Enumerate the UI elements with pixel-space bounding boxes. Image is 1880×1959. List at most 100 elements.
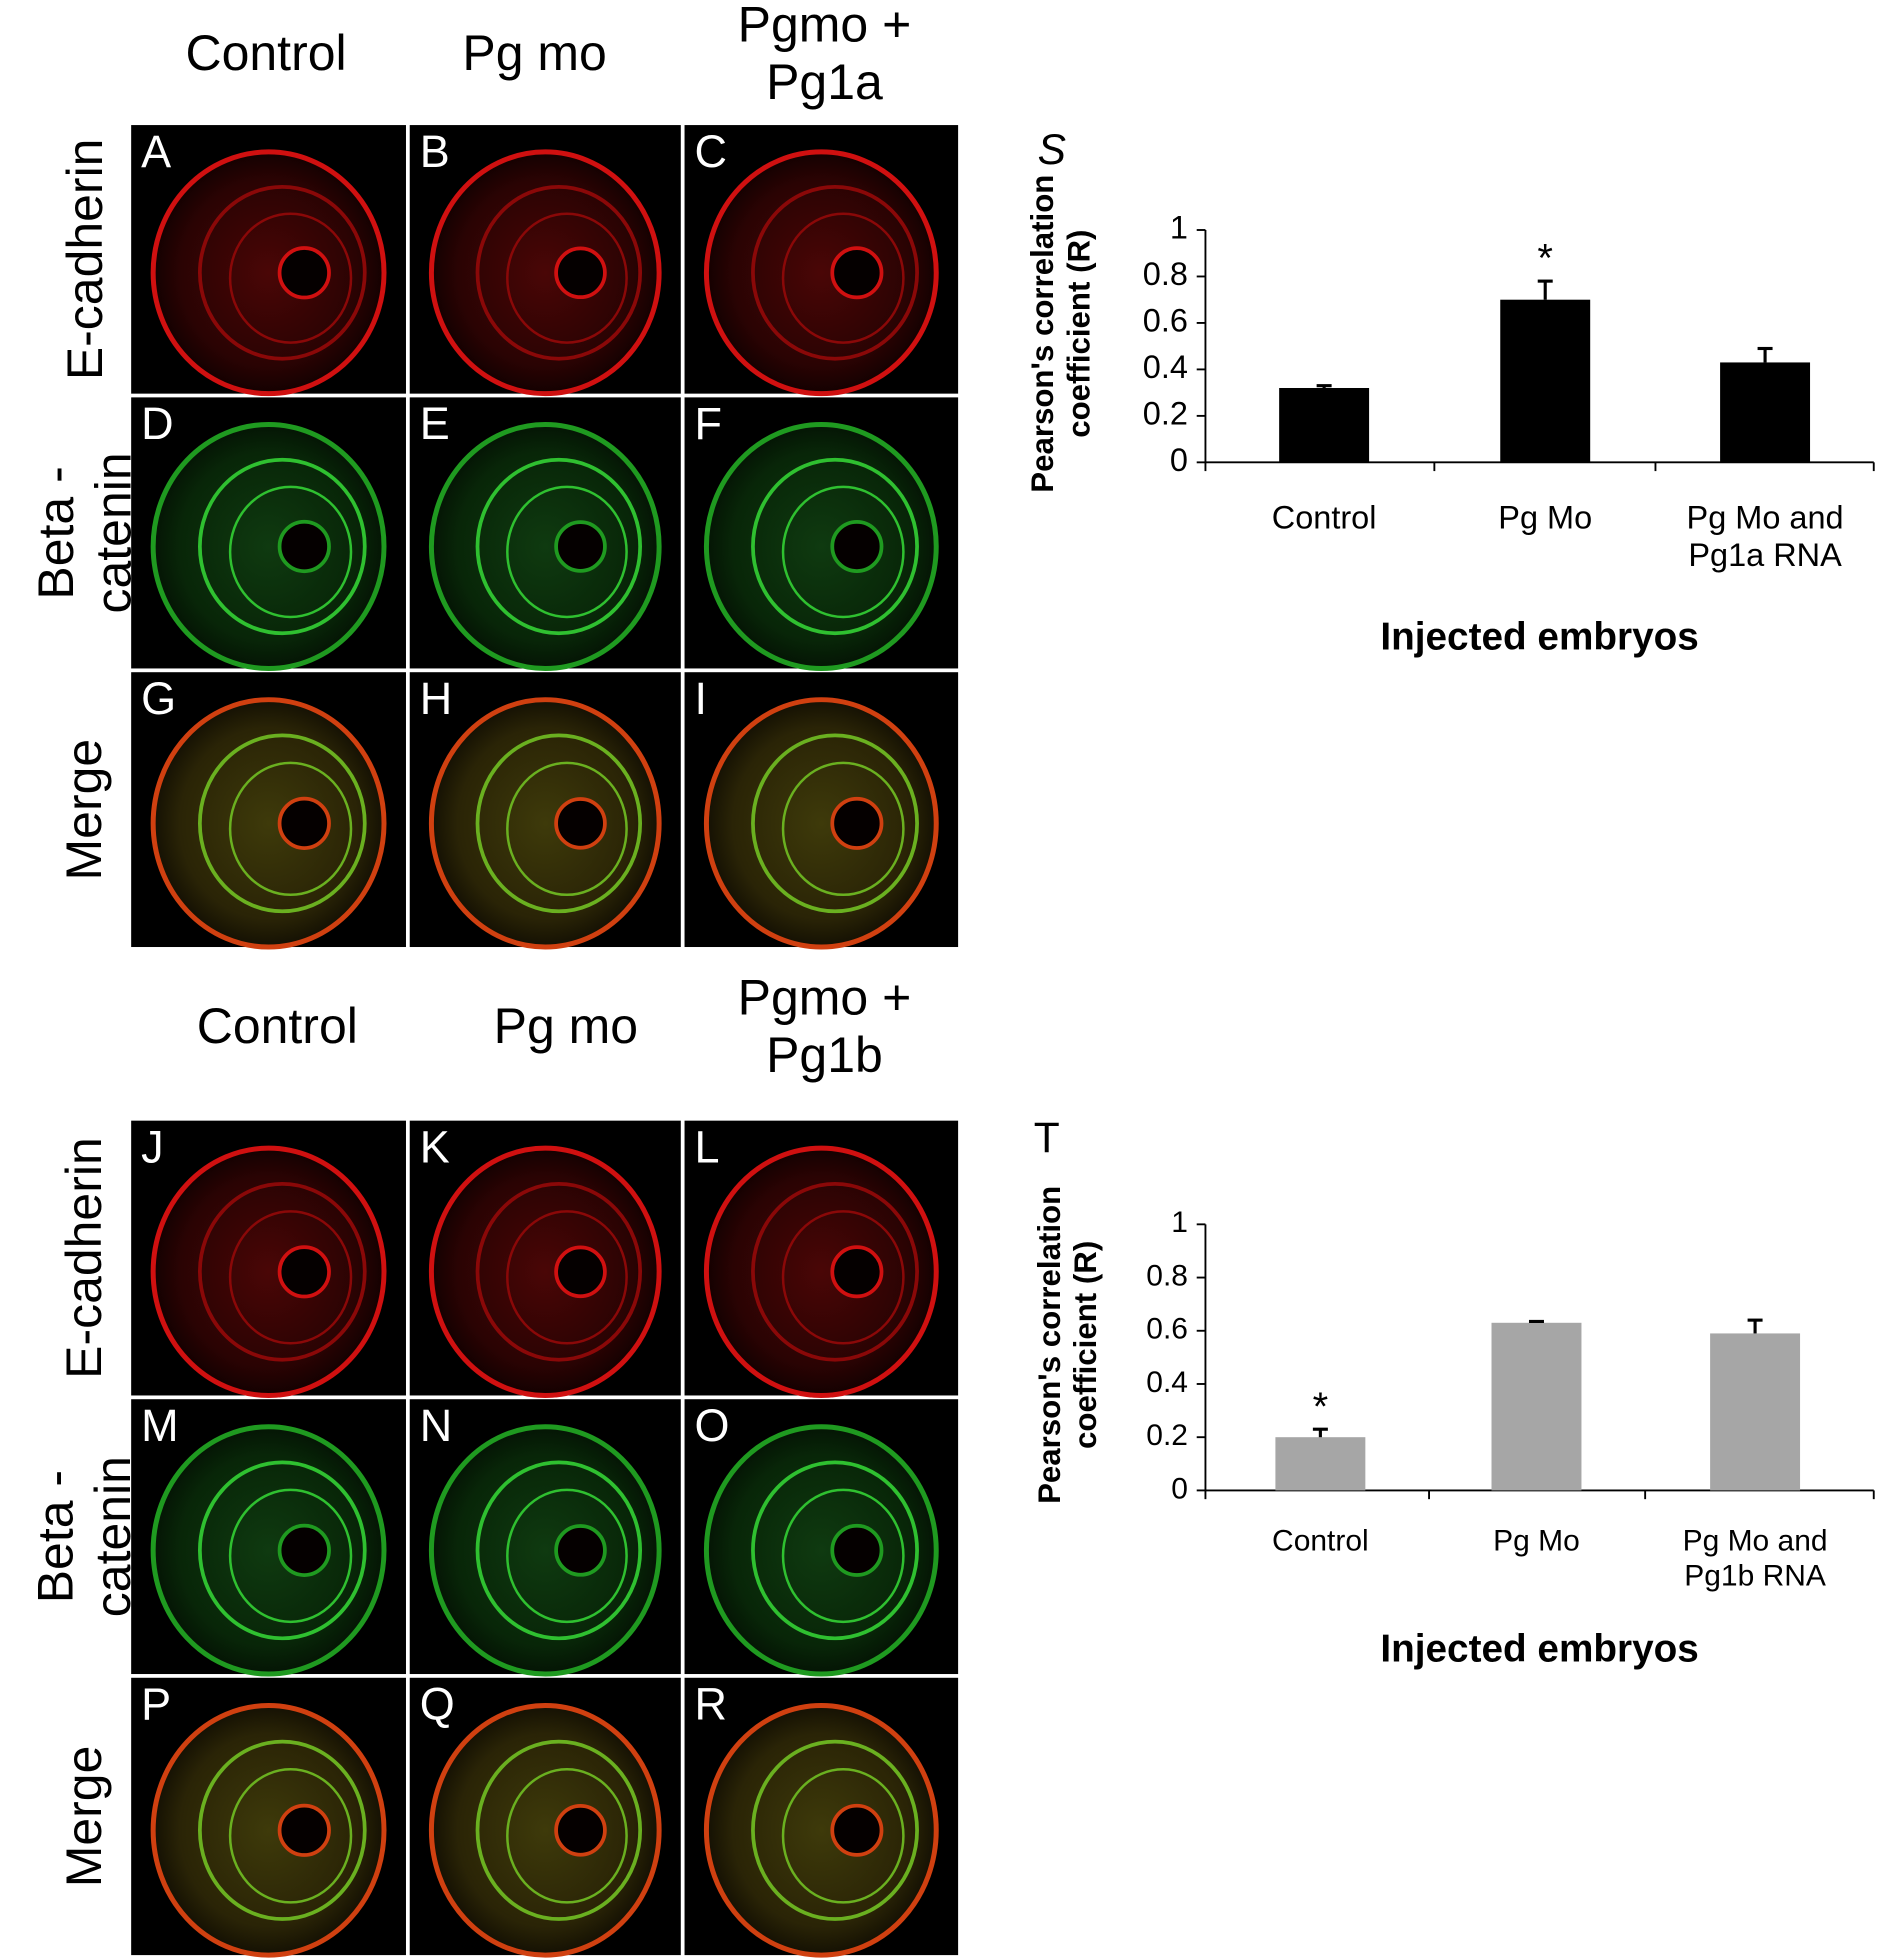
x-axis-label: Injected embryos	[1380, 614, 1699, 659]
error-bar	[1757, 346, 1773, 363]
x-axis-label: Injected embryos	[1380, 1626, 1699, 1671]
retina-layer	[228, 1488, 353, 1624]
panel-letter: C	[695, 126, 727, 177]
panel-letter: I	[695, 673, 708, 724]
x-tick-label: Pg Mo and Pg1a RNA	[1686, 499, 1844, 574]
lens	[830, 1245, 884, 1299]
x-tick-label-box: Control	[1272, 1524, 1369, 1558]
tissue	[428, 1703, 662, 1958]
y-tick-label: 0.2	[1146, 1419, 1188, 1452]
row-label-box: E-cadherin	[57, 1137, 113, 1379]
error-bar	[1537, 279, 1553, 300]
error-bar	[1747, 1318, 1763, 1334]
lens	[830, 796, 884, 850]
row-label: Beta -catenin	[28, 452, 142, 614]
y-tick-label: 0.4	[1143, 349, 1188, 385]
tissue	[428, 1145, 662, 1398]
y-tick-label: 0.8	[1146, 1259, 1188, 1292]
panel-letter: O	[695, 1400, 730, 1451]
row-label-box: Merge	[57, 1746, 112, 1888]
x-tick-label: Control	[1271, 499, 1377, 537]
column-header-box: Control	[196, 999, 358, 1055]
lens	[830, 1523, 884, 1577]
bar	[1500, 299, 1591, 463]
x-axis-label-box: Injected embryos	[1380, 1626, 1699, 1671]
column-header-box: Pg mo	[493, 999, 639, 1055]
panel-letter: D	[141, 398, 173, 449]
panel-letter: Q	[420, 1679, 455, 1730]
x-tick-label: Pg Mo	[1493, 1524, 1580, 1558]
retina-layer	[228, 761, 353, 897]
retina-layer	[197, 184, 367, 361]
tissue	[150, 1424, 387, 1677]
x-tick-label-box: Control	[1271, 499, 1377, 537]
row-label-box: Beta -catenin	[28, 1456, 142, 1618]
row-label: Beta -catenin	[28, 1456, 142, 1618]
retina-layer	[751, 1460, 919, 1641]
retina-layer	[475, 184, 643, 361]
bar	[1491, 1322, 1582, 1491]
retina-layer	[228, 1210, 353, 1345]
row-label: Merge	[57, 738, 113, 881]
lens	[554, 520, 607, 573]
retina-layer	[197, 733, 367, 914]
row-label: E-cadherin	[57, 138, 113, 381]
retina-layer	[197, 1460, 367, 1641]
lens	[554, 797, 607, 850]
row-label-box: Merge	[57, 738, 113, 881]
retina-layer	[781, 485, 905, 619]
panel-letter: B	[420, 126, 450, 177]
retina-layer	[506, 761, 628, 897]
retina-layer	[751, 457, 919, 636]
y-tick-label: 0.8	[1143, 256, 1188, 292]
panel-letter: E	[420, 398, 450, 449]
retina-layer	[751, 733, 919, 914]
lens	[554, 246, 607, 300]
retina-layer	[228, 212, 353, 344]
retina-layer	[506, 1768, 628, 1904]
y-tick-label: 0	[1171, 1472, 1188, 1505]
significance-mark: *	[1313, 1385, 1329, 1429]
lens	[277, 1523, 331, 1577]
bar	[1279, 387, 1370, 463]
lens	[554, 1245, 607, 1299]
panel-letter: L	[695, 1122, 720, 1173]
tissue	[703, 1703, 939, 1958]
y-axis-label: Pearson's correlation coefficient (R)	[1025, 174, 1097, 493]
error-bar	[1528, 1319, 1544, 1324]
column-header: Pgmo + Pg1a	[737, 0, 912, 111]
retina-layer	[197, 1739, 367, 1921]
x-tick-label-box: Pg Mo and Pg1a RNA	[1686, 499, 1844, 574]
retina-layer	[751, 184, 919, 361]
row-label: E-cadherin	[57, 1137, 113, 1379]
retina-layer	[506, 212, 628, 344]
lens	[554, 1804, 607, 1857]
column-header-box: Control	[186, 26, 347, 81]
y-axis-label-box: Pearson's correlation coefficient (R)	[1025, 174, 1097, 493]
bar	[1720, 362, 1811, 463]
retina-layer	[781, 761, 905, 897]
tissue	[703, 149, 939, 397]
retina-layer	[228, 485, 353, 619]
y-axis-label-box: Pearson's correlation coefficient (R)	[1032, 1186, 1103, 1504]
y-tick-label: 0.6	[1146, 1313, 1188, 1346]
retina-layer	[475, 1460, 643, 1641]
significance-mark: *	[1537, 237, 1553, 281]
tissue	[150, 1145, 387, 1398]
tissue	[428, 1424, 662, 1677]
tissue	[428, 149, 662, 397]
column-header-box: Pgmo + Pg1a	[737, 0, 912, 111]
bar	[1710, 1333, 1801, 1491]
row-label-box: E-cadherin	[57, 138, 113, 381]
error-bar	[1312, 1427, 1328, 1438]
retina-layer	[475, 1739, 643, 1921]
retina-layer	[751, 1181, 919, 1362]
y-tick-label: 0.4	[1146, 1366, 1188, 1399]
column-header: Control	[196, 999, 358, 1055]
panel-letter: G	[141, 673, 176, 724]
column-header: Pg mo	[493, 999, 639, 1055]
panel-letter: M	[141, 1400, 178, 1451]
tissue	[150, 697, 387, 950]
